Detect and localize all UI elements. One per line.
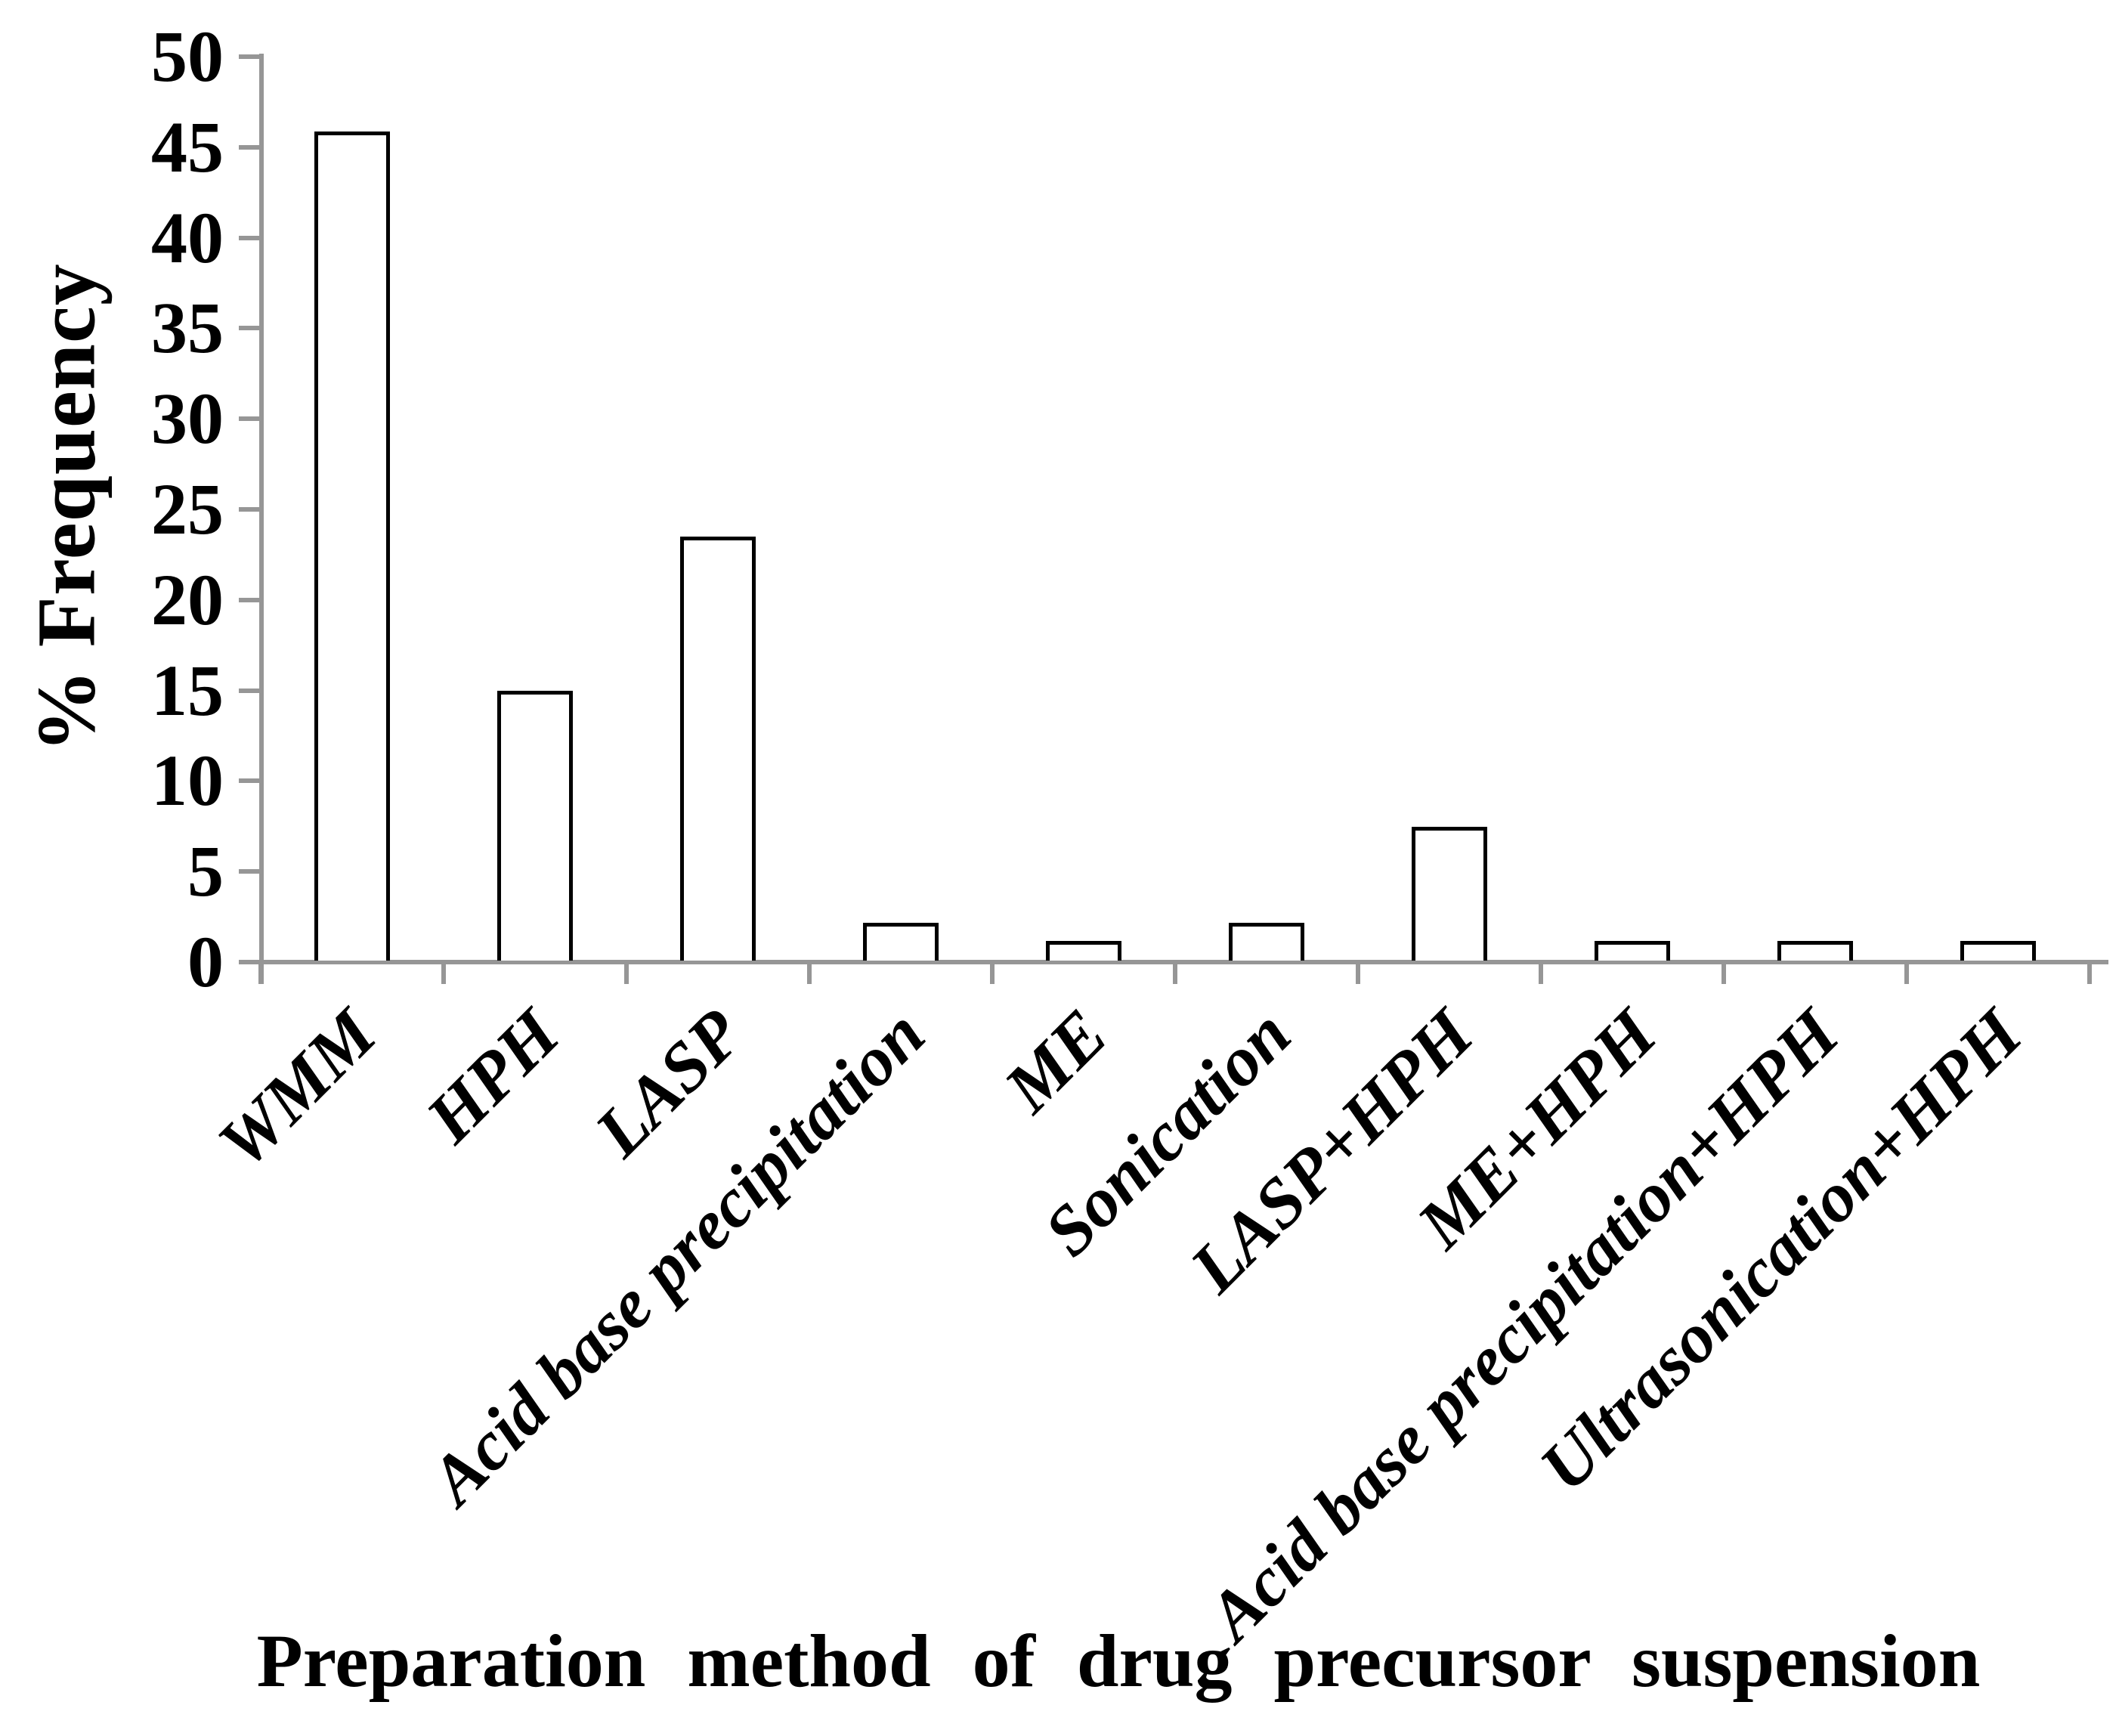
x-tick [258,964,263,984]
x-tick [990,964,995,984]
y-tick [239,960,264,964]
y-tick [239,689,264,693]
y-tick [239,236,264,240]
x-tick [441,964,446,984]
bar [1046,941,1121,961]
bar [1960,941,2036,961]
x-tick [624,964,629,984]
y-tick-label: 50 [151,16,224,97]
y-tick-label: 35 [151,287,224,368]
y-tick [239,54,264,59]
y-tick [239,416,264,421]
y-tick-label: 0 [187,921,224,1002]
y-tick-label: 10 [151,740,224,821]
y-axis-line [259,54,264,984]
y-tick-label: 30 [151,378,224,459]
x-tick [1173,964,1177,984]
x-axis-line [239,960,2108,964]
bar [1595,941,1670,961]
x-category-label: WMM [203,995,391,1183]
y-tick-label: 20 [151,559,224,640]
y-tick [239,326,264,330]
y-tick [239,778,264,783]
x-tick [1721,964,1726,984]
y-tick-label: 45 [151,107,224,187]
bar [1229,923,1304,961]
x-category-label: LASP [580,995,757,1172]
x-tick [1356,964,1360,984]
x-tick [1539,964,1543,984]
x-category-label: ME [990,995,1123,1128]
x-axis-title: Preparation method of drug precursor sus… [256,1619,1981,1703]
bar [1777,941,1853,961]
y-tick-label: 40 [151,197,224,278]
bar [1412,827,1487,961]
x-tick [807,964,812,984]
x-tick [1904,964,1909,984]
y-tick-label: 25 [151,469,224,549]
x-category-label: HPH [410,995,574,1158]
y-tick-label: 15 [151,650,224,731]
y-tick [239,507,264,512]
y-tick [239,145,264,150]
y-tick-label: 5 [187,831,224,911]
y-tick [239,869,264,874]
bar [497,691,573,961]
x-tick [2087,964,2092,984]
y-tick [239,598,264,602]
bar [680,537,756,961]
bar [863,923,939,961]
bar [314,132,390,961]
